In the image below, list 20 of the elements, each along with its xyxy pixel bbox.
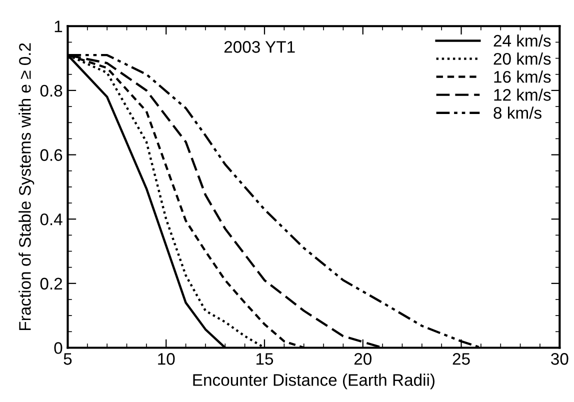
x-tick-label: 5 (64, 353, 72, 365)
annotation: 2003 YT1 (224, 41, 295, 53)
y-tick-label: 0.4 (40, 213, 62, 226)
x-tick-label: 10 (158, 353, 175, 365)
legend-label: 12 km/s (494, 88, 551, 101)
x-tick-label: 25 (452, 353, 470, 365)
x-axis-title: Encounter Distance (Earth Radii) (193, 374, 434, 390)
y-tick-label: 0 (54, 342, 62, 354)
x-tick-label: 30 (551, 353, 568, 365)
legend-label: 16 km/s (494, 70, 551, 83)
legend-label: 8 km/s (494, 106, 542, 119)
legend-label: 20 km/s (494, 52, 551, 65)
x-tick-label: 20 (354, 353, 372, 365)
x-tick-label: 15 (256, 353, 274, 365)
y-tick-label: 0.2 (40, 278, 62, 290)
legend-label: 24 km/s (494, 34, 551, 47)
y-tick-label: 1 (54, 20, 62, 32)
y-axis-title: Fraction of Stable Systems with e ≥ 0.2 (18, 43, 34, 330)
y-tick-label: 0.6 (40, 149, 62, 161)
y-tick-label: 0.8 (40, 84, 62, 97)
